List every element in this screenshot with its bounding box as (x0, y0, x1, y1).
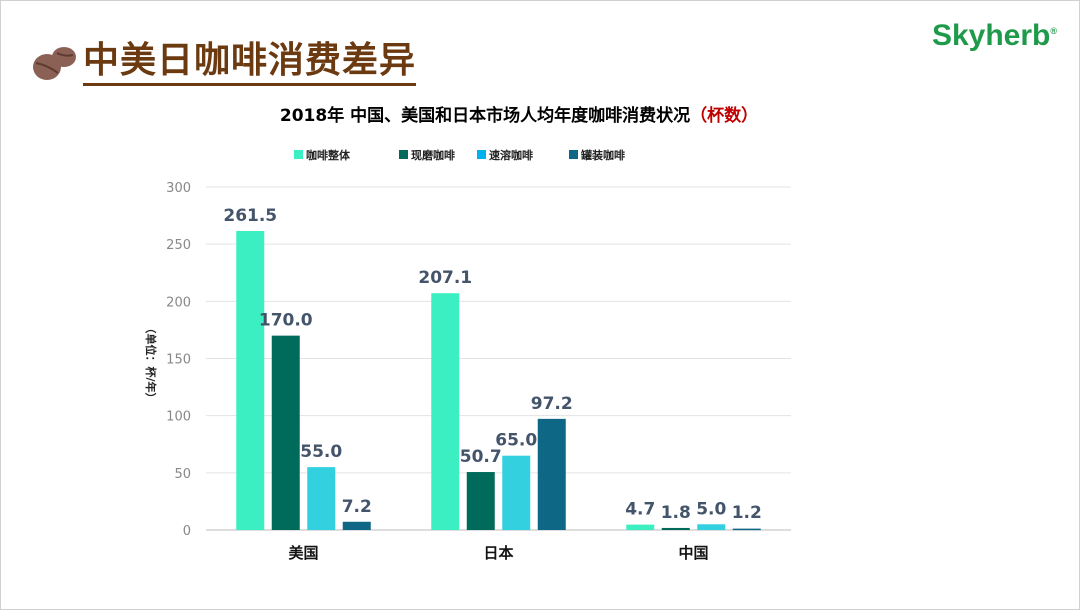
data-label: 50.7 (460, 447, 502, 467)
legend-label: 速溶咖啡 (489, 148, 533, 162)
data-label: 1.8 (661, 503, 691, 523)
skyherb-logo: Skyherb® (932, 19, 1057, 53)
data-label: 1.2 (732, 503, 762, 523)
data-label: 65.0 (495, 431, 537, 451)
bar-2-0 (307, 467, 336, 530)
bar-1-2 (661, 527, 690, 530)
legend-swatch (294, 150, 303, 159)
x-category-label: 中国 (678, 544, 708, 562)
legend-label: 现磨咖啡 (411, 148, 455, 162)
data-label: 4.7 (625, 500, 655, 520)
page-title: 中美日咖啡消费差异 (83, 39, 417, 86)
y-tick-label: 0 (183, 524, 191, 539)
legend-swatch (569, 150, 578, 159)
x-category-label: 美国 (288, 544, 318, 562)
chart-title-suffix: （杯数） (690, 105, 758, 126)
logo-mark: ® (1050, 26, 1057, 36)
legend-label: 罐装咖啡 (580, 148, 625, 162)
y-tick-label: 50 (174, 467, 191, 482)
data-label: 5.0 (696, 499, 726, 519)
bar-3-1 (537, 418, 566, 530)
logo-text: Skyherb (931, 19, 1051, 52)
coffee-bean-icon (33, 47, 76, 80)
legend-label: 咖啡整体 (306, 148, 351, 162)
bar-2-1 (502, 455, 531, 530)
bar-2-2 (697, 524, 726, 530)
data-label: 97.2 (531, 394, 573, 414)
data-label: 7.2 (342, 497, 372, 517)
y-tick-label: 250 (166, 238, 191, 253)
bar-0-1 (431, 293, 460, 530)
y-axis-label: （单位：杯/年） (144, 322, 158, 403)
legend-swatch (399, 150, 408, 159)
x-category-label: 日本 (483, 544, 513, 562)
bar-0-0 (236, 231, 265, 531)
y-tick-label: 200 (166, 295, 191, 310)
data-label: 55.0 (300, 442, 342, 462)
y-tick-label: 150 (166, 353, 191, 368)
legend-swatch (477, 150, 486, 159)
bar-3-2 (732, 528, 761, 531)
data-label: 207.1 (418, 268, 472, 288)
data-label: 170.0 (259, 311, 313, 331)
y-tick-label: 100 (166, 410, 191, 425)
bar-3-0 (342, 521, 371, 530)
bar-1-0 (271, 335, 300, 530)
y-tick-label: 300 (166, 181, 191, 196)
data-label: 261.5 (223, 206, 277, 226)
chart-title: 2018年 中国、美国和日本市场人均年度咖啡消费状况（杯数） (280, 105, 758, 126)
bar-0-2 (626, 524, 655, 530)
bar-1-1 (466, 472, 495, 530)
chart-title-main: 2018年 中国、美国和日本市场人均年度咖啡消费状况 (280, 105, 690, 126)
